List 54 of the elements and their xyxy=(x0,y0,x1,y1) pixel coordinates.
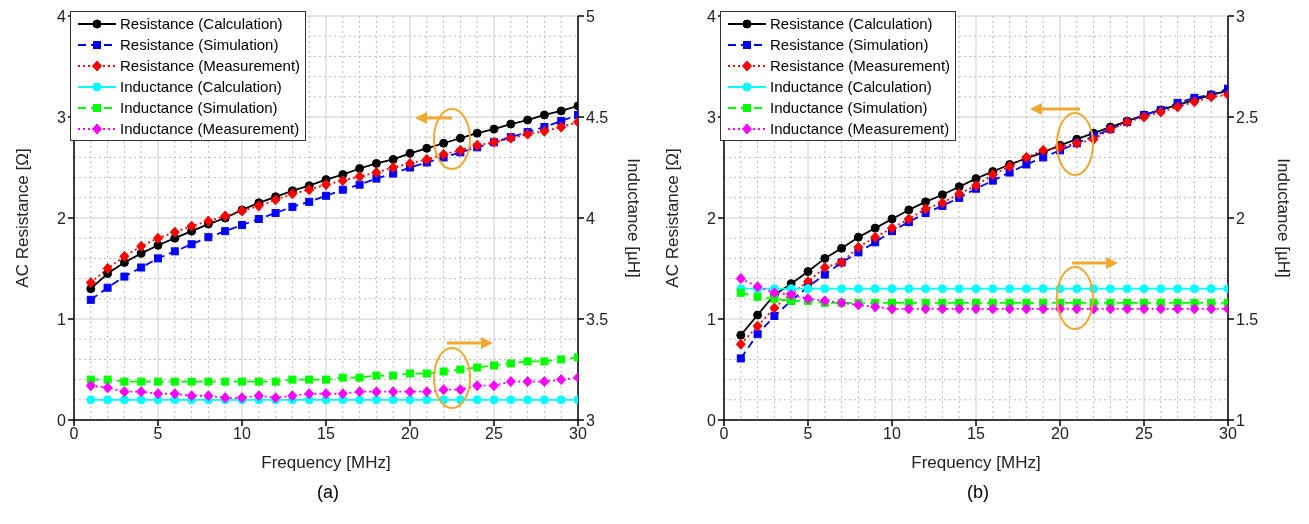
legend-label: Inductance (Calculation) xyxy=(120,77,282,97)
y-tick-label: 3 xyxy=(57,108,67,126)
x-tick-label: 25 xyxy=(1135,425,1153,443)
y-tick-label: 2 xyxy=(57,209,67,227)
y-tick-label: 1 xyxy=(57,310,67,328)
y2-tick-label: 5 xyxy=(586,7,595,25)
y-tick-label: 2 xyxy=(707,209,717,227)
x-tick-label: 20 xyxy=(1051,425,1069,443)
y2-tick-label: 4.5 xyxy=(586,108,609,126)
legend-label: Resistance (Calculation) xyxy=(120,14,283,34)
legend-label: Resistance (Simulation) xyxy=(770,35,929,55)
x-axis-title: Frequency [MHz] xyxy=(261,453,391,472)
legend-label: Inductance (Measurement) xyxy=(770,119,950,139)
x-tick-label: 30 xyxy=(569,425,587,443)
x-tick-label: 25 xyxy=(485,425,503,443)
legend-label: Resistance (Simulation) xyxy=(120,35,279,55)
y-tick-label: 0 xyxy=(57,411,67,429)
text: (a) xyxy=(316,482,340,503)
y2-tick-label: 1 xyxy=(1236,411,1245,429)
x-tick-label: 5 xyxy=(803,425,813,443)
y2-tick-label: 3 xyxy=(1236,7,1245,25)
y2-tick-label: 1.5 xyxy=(1236,310,1259,328)
y-axis-title: AC Resistance [Ω] xyxy=(663,148,683,288)
y-tick-label: 4 xyxy=(707,7,717,25)
y2-tick-label: 2 xyxy=(1236,209,1245,227)
x-axis-title: Frequency [MHz] xyxy=(911,453,1041,472)
y2-tick-label: 4 xyxy=(586,209,595,227)
legend-label: Resistance (Measurement) xyxy=(120,56,301,76)
y2-tick-label: 3 xyxy=(586,411,595,429)
legend-label: Inductance (Measurement) xyxy=(120,119,300,139)
y-axis-title: AC Resistance [Ω] xyxy=(13,148,33,288)
legend-label: Resistance (Measurement) xyxy=(770,56,951,76)
y-tick-label: 3 xyxy=(707,108,717,126)
x-tick-label: 20 xyxy=(401,425,419,443)
x-tick-label: 10 xyxy=(233,425,251,443)
y2-tick-label: 2.5 xyxy=(1236,108,1259,126)
x-tick-label: 0 xyxy=(719,425,729,443)
x-tick-label: 15 xyxy=(317,425,335,443)
legend-label: Inductance (Simulation) xyxy=(120,98,278,118)
legend-label: Inductance (Calculation) xyxy=(770,77,932,97)
y2-tick-label: 3.5 xyxy=(586,310,609,328)
text: (b) xyxy=(966,482,990,503)
y-tick-label: 4 xyxy=(57,7,67,25)
y2-axis-title: Inductance [µH] xyxy=(1273,158,1293,278)
x-tick-label: 5 xyxy=(153,425,163,443)
y-tick-label: 1 xyxy=(707,310,717,328)
legend-label: Resistance (Calculation) xyxy=(770,14,933,34)
x-tick-label: 0 xyxy=(69,425,79,443)
x-tick-label: 15 xyxy=(967,425,985,443)
y-tick-label: 0 xyxy=(707,411,717,429)
x-tick-label: 30 xyxy=(1219,425,1237,443)
legend-label: Inductance (Simulation) xyxy=(770,98,928,118)
y2-axis-title: Inductance [µH] xyxy=(623,158,643,278)
x-tick-label: 10 xyxy=(883,425,901,443)
